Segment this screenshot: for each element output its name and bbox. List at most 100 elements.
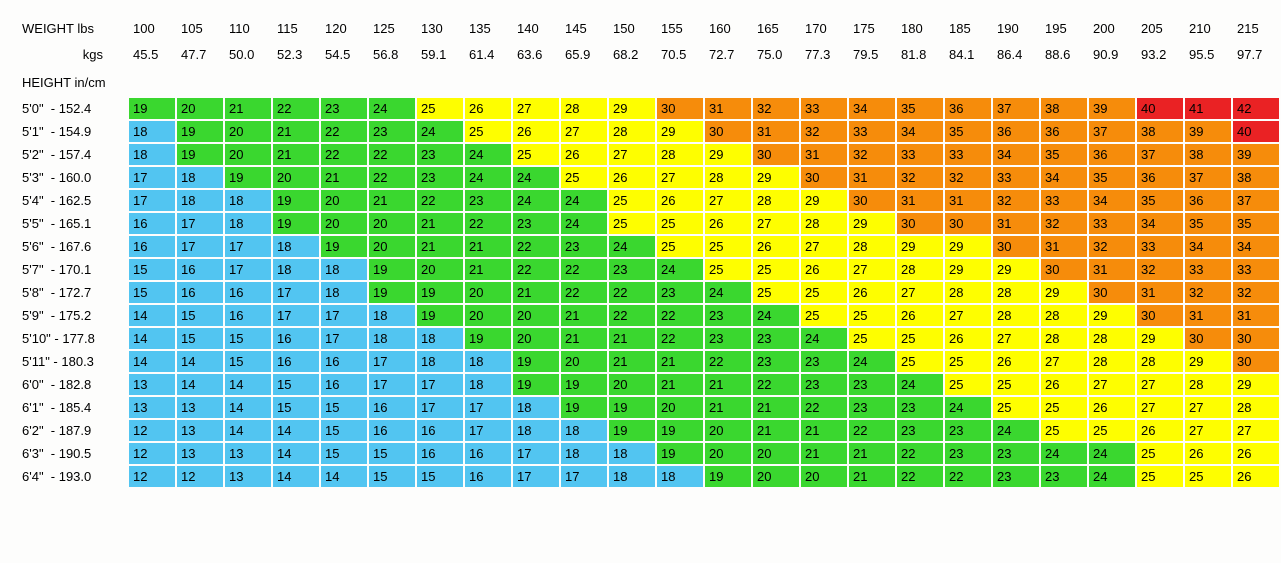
- height-label: 5'6" - 167.6: [22, 236, 127, 257]
- bmi-cell: 30: [705, 121, 751, 142]
- bmi-cell: 33: [849, 121, 895, 142]
- bmi-row: 5'2" - 157.41819202122222324252627282930…: [22, 144, 1279, 165]
- bmi-cell: 29: [1233, 374, 1279, 395]
- bmi-cell: 36: [993, 121, 1039, 142]
- bmi-cell: 30: [1089, 282, 1135, 303]
- bmi-cell: 31: [1137, 282, 1183, 303]
- bmi-cell: 24: [993, 420, 1039, 441]
- bmi-cell: 24: [945, 397, 991, 418]
- bmi-cell: 33: [801, 98, 847, 119]
- bmi-cell: 13: [129, 397, 175, 418]
- bmi-cell: 30: [897, 213, 943, 234]
- bmi-cell: 28: [1041, 328, 1087, 349]
- bmi-cell: 17: [273, 282, 319, 303]
- bmi-cell: 34: [1233, 236, 1279, 257]
- bmi-cell: 33: [1137, 236, 1183, 257]
- bmi-cell: 20: [225, 144, 271, 165]
- bmi-cell: 21: [801, 420, 847, 441]
- bmi-cell: 26: [1089, 397, 1135, 418]
- bmi-cell: 22: [417, 190, 463, 211]
- weight-lbs-col: 175: [849, 18, 895, 42]
- weight-kgs-col: 65.9: [561, 44, 607, 70]
- bmi-cell: 24: [1041, 443, 1087, 464]
- bmi-cell: 26: [849, 282, 895, 303]
- bmi-cell: 18: [561, 420, 607, 441]
- bmi-cell: 15: [369, 466, 415, 487]
- weight-kgs-col: 70.5: [657, 44, 703, 70]
- bmi-cell: 24: [465, 167, 511, 188]
- weight-lbs-col: 210: [1185, 18, 1231, 42]
- bmi-cell: 35: [1041, 144, 1087, 165]
- bmi-cell: 26: [705, 213, 751, 234]
- bmi-cell: 22: [273, 98, 319, 119]
- bmi-cell: 33: [897, 144, 943, 165]
- bmi-cell: 26: [993, 351, 1039, 372]
- bmi-cell: 26: [561, 144, 607, 165]
- bmi-cell: 30: [1233, 351, 1279, 372]
- height-label: 5'4" - 162.5: [22, 190, 127, 211]
- bmi-cell: 25: [609, 213, 655, 234]
- bmi-cell: 17: [369, 351, 415, 372]
- bmi-cell: 22: [609, 282, 655, 303]
- bmi-cell: 35: [1185, 213, 1231, 234]
- bmi-cell: 31: [1041, 236, 1087, 257]
- bmi-cell: 19: [129, 98, 175, 119]
- bmi-cell: 14: [273, 420, 319, 441]
- weight-lbs-col: 180: [897, 18, 943, 42]
- bmi-cell: 32: [849, 144, 895, 165]
- weight-kgs-col: 97.7: [1233, 44, 1279, 70]
- bmi-cell: 30: [1233, 328, 1279, 349]
- bmi-cell: 21: [225, 98, 271, 119]
- bmi-cell: 25: [417, 98, 463, 119]
- bmi-cell: 34: [849, 98, 895, 119]
- bmi-cell: 13: [177, 397, 223, 418]
- bmi-cell: 19: [561, 374, 607, 395]
- bmi-cell: 20: [465, 282, 511, 303]
- height-label: 5'3" - 160.0: [22, 167, 127, 188]
- bmi-cell: 26: [1185, 443, 1231, 464]
- bmi-cell: 22: [513, 259, 559, 280]
- bmi-cell: 22: [897, 443, 943, 464]
- height-label: 5'0" - 152.4: [22, 98, 127, 119]
- bmi-cell: 21: [609, 351, 655, 372]
- bmi-cell: 38: [1233, 167, 1279, 188]
- bmi-cell: 37: [1137, 144, 1183, 165]
- bmi-cell: 17: [417, 397, 463, 418]
- bmi-cell: 21: [321, 167, 367, 188]
- height-label: 5'8" - 172.7: [22, 282, 127, 303]
- bmi-cell: 22: [321, 144, 367, 165]
- bmi-cell: 22: [369, 144, 415, 165]
- bmi-cell: 27: [609, 144, 655, 165]
- bmi-cell: 22: [657, 305, 703, 326]
- bmi-cell: 19: [177, 121, 223, 142]
- bmi-cell: 19: [273, 213, 319, 234]
- bmi-row: 5'6" - 167.61617171819202121222324252526…: [22, 236, 1279, 257]
- bmi-cell: 32: [801, 121, 847, 142]
- bmi-cell: 32: [897, 167, 943, 188]
- bmi-cell: 21: [561, 328, 607, 349]
- bmi-row: 5'5" - 165.11617181920202122232425252627…: [22, 213, 1279, 234]
- bmi-cell: 15: [177, 305, 223, 326]
- bmi-cell: 30: [945, 213, 991, 234]
- bmi-cell: 34: [1185, 236, 1231, 257]
- bmi-cell: 33: [1185, 259, 1231, 280]
- bmi-cell: 20: [465, 305, 511, 326]
- weight-lbs-col: 110: [225, 18, 271, 42]
- bmi-cell: 18: [561, 443, 607, 464]
- bmi-cell: 19: [225, 167, 271, 188]
- bmi-cell: 27: [1089, 374, 1135, 395]
- bmi-cell: 14: [225, 420, 271, 441]
- bmi-cell: 18: [321, 259, 367, 280]
- bmi-cell: 15: [417, 466, 463, 487]
- bmi-cell: 17: [177, 213, 223, 234]
- bmi-cell: 29: [753, 167, 799, 188]
- bmi-cell: 21: [849, 466, 895, 487]
- bmi-cell: 39: [1089, 98, 1135, 119]
- bmi-cell: 25: [561, 167, 607, 188]
- bmi-cell: 23: [945, 443, 991, 464]
- bmi-cell: 18: [321, 282, 367, 303]
- bmi-cell: 22: [897, 466, 943, 487]
- bmi-cell: 16: [321, 351, 367, 372]
- bmi-cell: 32: [1233, 282, 1279, 303]
- bmi-cell: 28: [1185, 374, 1231, 395]
